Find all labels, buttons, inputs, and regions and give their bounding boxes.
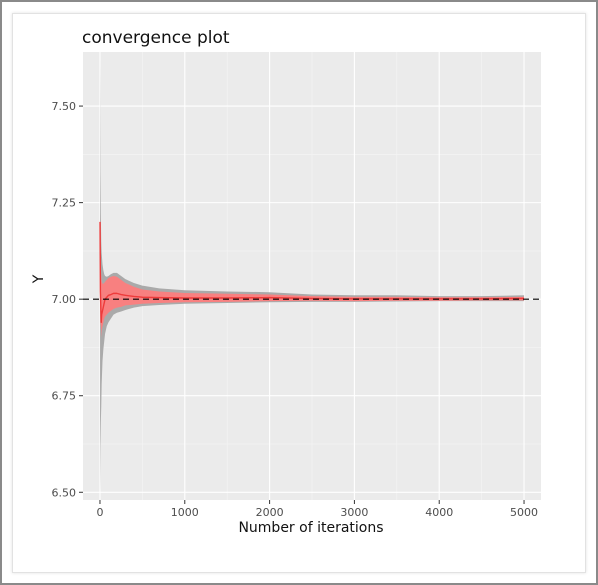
x-tick-label: 5000 bbox=[510, 506, 538, 519]
x-tick-label: 1000 bbox=[171, 506, 199, 519]
y-tick-label: 7.50 bbox=[52, 100, 77, 113]
y-tick-label: 6.50 bbox=[52, 486, 77, 499]
x-axis: 0 1000 2000 3000 4000 5000 bbox=[96, 500, 538, 519]
x-tick-label: 4000 bbox=[425, 506, 453, 519]
chart-title: convergence plot bbox=[82, 28, 230, 48]
minor-gridlines bbox=[83, 52, 541, 500]
y-axis-label: Y bbox=[31, 274, 47, 284]
y-axis: 6.50 6.75 7.00 7.25 7.50 bbox=[52, 100, 83, 499]
x-tick-label: 3000 bbox=[340, 506, 368, 519]
y-tick-label: 7.25 bbox=[52, 197, 77, 210]
x-tick-label: 2000 bbox=[256, 506, 284, 519]
y-tick-label: 7.00 bbox=[52, 293, 77, 306]
x-axis-label: Number of iterations bbox=[238, 520, 383, 536]
y-tick-label: 6.75 bbox=[52, 390, 77, 403]
x-tick-label: 0 bbox=[96, 506, 103, 519]
